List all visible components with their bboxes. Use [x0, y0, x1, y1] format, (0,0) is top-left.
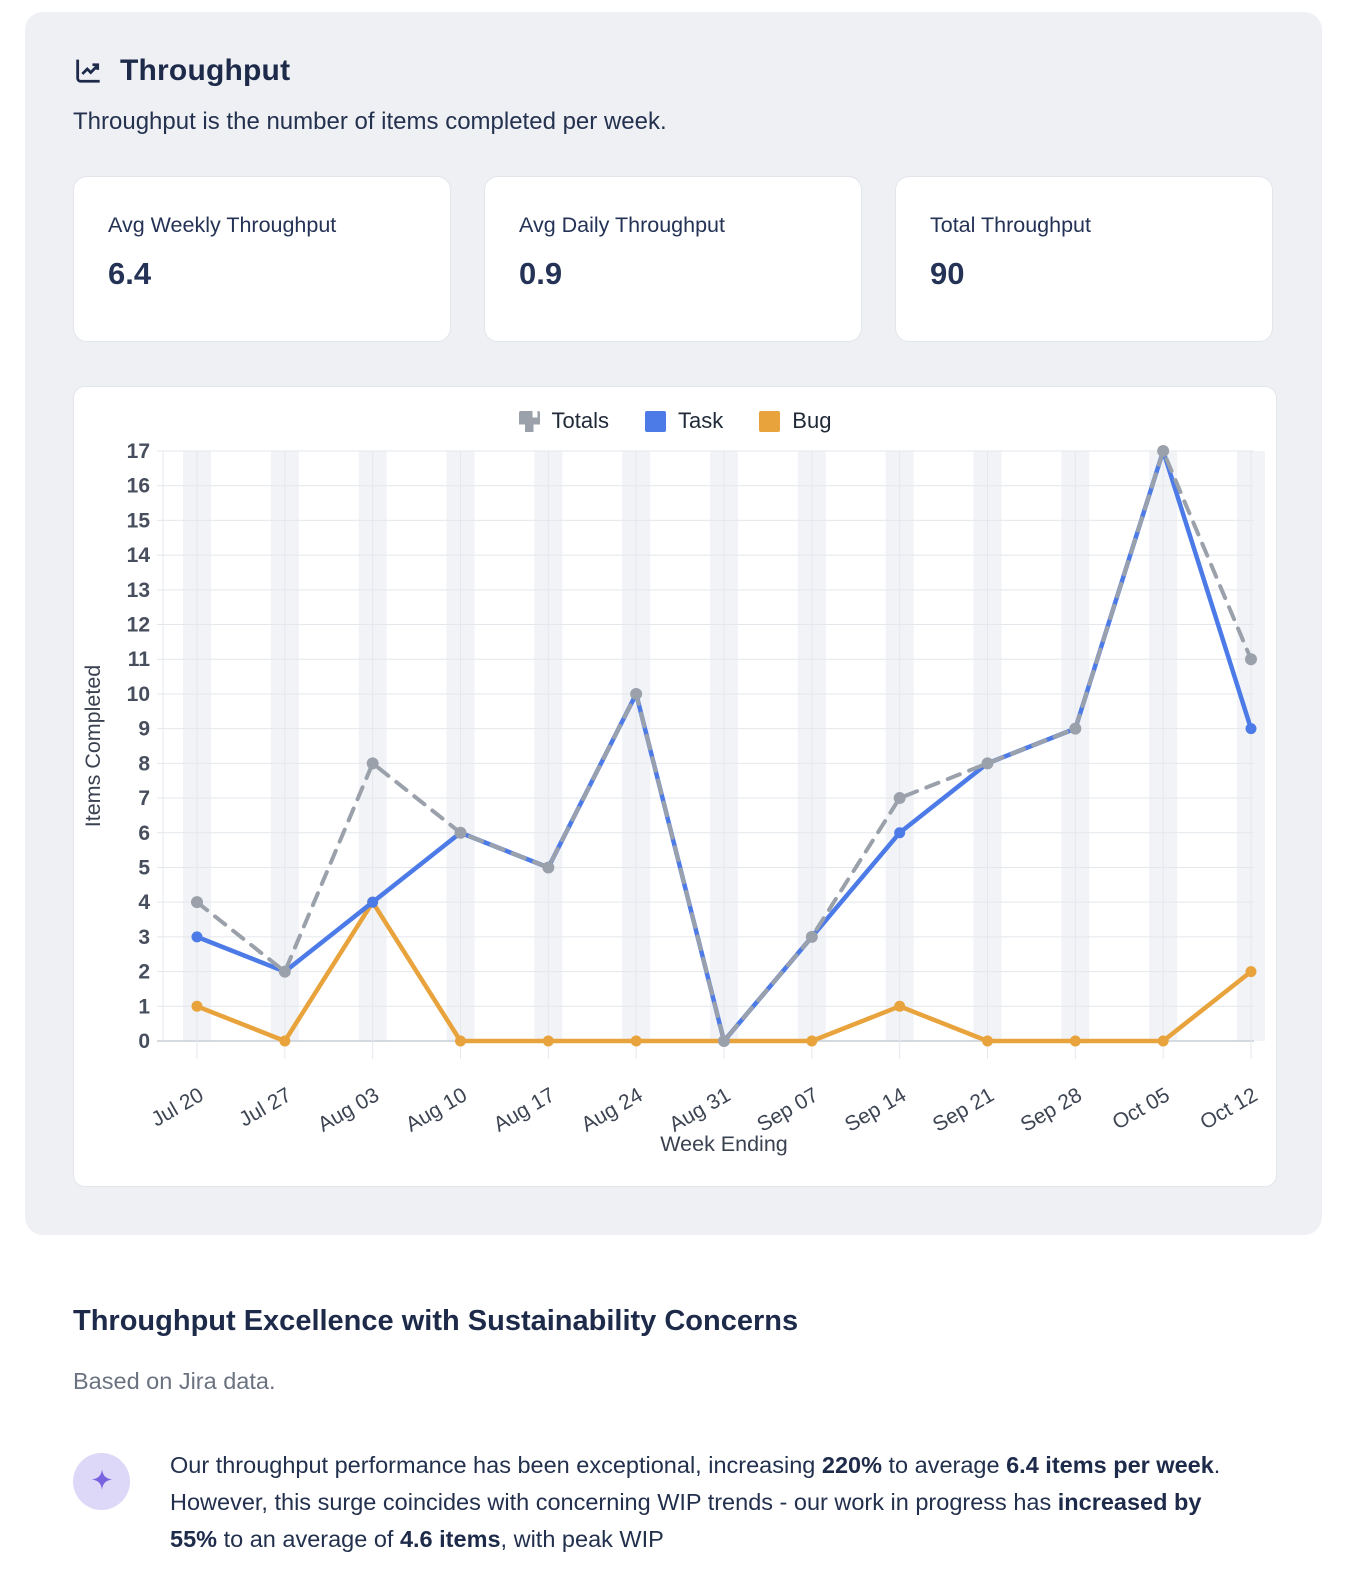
- analysis-section: Throughput Excellence with Sustainabilit…: [25, 1305, 1322, 1558]
- legend-item-bug[interactable]: Bug: [759, 408, 831, 434]
- legend-item-task[interactable]: Task: [645, 408, 723, 434]
- legend-item-totals[interactable]: Totals: [518, 408, 610, 434]
- panel-subtitle: Throughput is the number of items comple…: [73, 108, 667, 135]
- legend-label: Totals: [551, 408, 610, 433]
- legend-label: Bug: [792, 408, 832, 433]
- svg-text:9: 9: [138, 718, 150, 741]
- analysis-source: Based on Jira data.: [73, 1368, 276, 1394]
- svg-text:8: 8: [138, 752, 150, 775]
- svg-text:Aug 24: Aug 24: [578, 1083, 647, 1136]
- svg-text:Sep 14: Sep 14: [841, 1083, 910, 1136]
- svg-text:Aug 31: Aug 31: [665, 1083, 734, 1136]
- stat-card-total: Total Throughput 90: [895, 176, 1273, 342]
- stat-label: Total Throughput: [930, 213, 1091, 237]
- svg-text:Jul 20: Jul 20: [147, 1083, 207, 1131]
- svg-text:Oct 12: Oct 12: [1196, 1083, 1261, 1134]
- stat-value: 90: [930, 256, 965, 291]
- svg-text:2: 2: [138, 961, 150, 984]
- panel-header: Throughput: [73, 54, 1274, 88]
- stat-card-avg-weekly: Avg Weekly Throughput 6.4: [73, 176, 451, 342]
- svg-text:15: 15: [127, 509, 151, 532]
- svg-text:10: 10: [127, 683, 150, 706]
- stat-card-avg-daily: Avg Daily Throughput 0.9: [484, 176, 862, 342]
- legend-swatch: [645, 410, 667, 432]
- svg-text:17: 17: [127, 441, 150, 463]
- svg-text:Sep 07: Sep 07: [753, 1083, 822, 1136]
- svg-text:13: 13: [127, 579, 150, 602]
- svg-text:7: 7: [138, 787, 150, 810]
- legend-label: Task: [678, 408, 724, 433]
- analysis-heading: Throughput Excellence with Sustainabilit…: [73, 1305, 799, 1337]
- svg-text:1: 1: [138, 995, 150, 1018]
- svg-text:Jul 27: Jul 27: [235, 1083, 295, 1131]
- svg-text:Aug 03: Aug 03: [314, 1083, 383, 1136]
- svg-text:Items Completed: Items Completed: [81, 665, 105, 828]
- svg-text:3: 3: [138, 926, 150, 949]
- stat-label: Avg Weekly Throughput: [108, 213, 337, 237]
- stat-value: 0.9: [519, 256, 563, 291]
- svg-text:11: 11: [128, 648, 151, 671]
- svg-text:Sep 21: Sep 21: [929, 1083, 998, 1136]
- insight-row: Our throughput performance has been exce…: [73, 1447, 1274, 1558]
- svg-text:12: 12: [127, 614, 150, 637]
- svg-text:6: 6: [138, 822, 150, 845]
- stat-label: Avg Daily Throughput: [519, 213, 725, 237]
- svg-text:Aug 17: Aug 17: [490, 1083, 559, 1136]
- stats-row: Avg Weekly Throughput 6.4 Avg Daily Thro…: [73, 176, 1274, 342]
- insight-paragraph: Our throughput performance has been exce…: [170, 1452, 1221, 1552]
- svg-text:Oct 05: Oct 05: [1109, 1083, 1174, 1134]
- svg-text:0: 0: [138, 1030, 150, 1053]
- throughput-panel: Throughput Throughput is the number of i…: [25, 12, 1322, 1235]
- sparkle-icon: [73, 1453, 130, 1510]
- svg-text:Week Ending: Week Ending: [660, 1132, 788, 1156]
- svg-text:Sep 28: Sep 28: [1017, 1083, 1086, 1136]
- chart-line-icon: [73, 55, 105, 87]
- svg-text:16: 16: [127, 475, 150, 498]
- throughput-chart-card: Totals Task Bug 0 1 2 3 4 5 6 7 8 9 10 11 12 13 14 15 16 17…: [73, 386, 1277, 1187]
- svg-text:Aug 10: Aug 10: [402, 1083, 471, 1136]
- stat-value: 6.4: [108, 256, 152, 291]
- legend-swatch-dashed: [518, 410, 540, 432]
- legend-swatch: [759, 410, 781, 432]
- chart-legend: Totals Task Bug: [74, 399, 1276, 443]
- svg-text:5: 5: [138, 856, 150, 879]
- svg-text:14: 14: [127, 544, 151, 567]
- panel-title: Throughput: [120, 54, 291, 87]
- svg-text:4: 4: [138, 891, 150, 914]
